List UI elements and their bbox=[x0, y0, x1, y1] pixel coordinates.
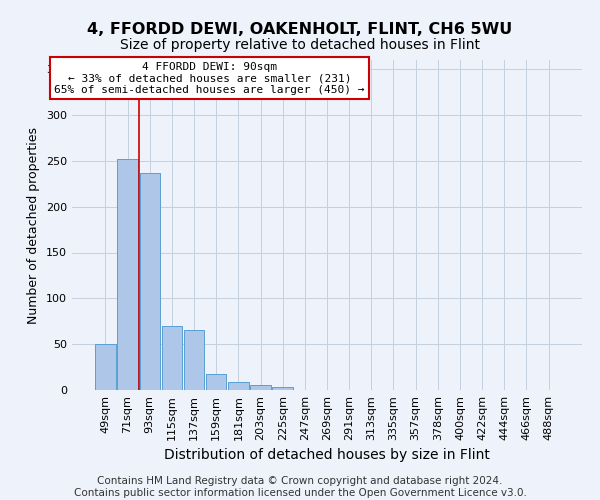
Text: Size of property relative to detached houses in Flint: Size of property relative to detached ho… bbox=[120, 38, 480, 52]
Text: 4 FFORDD DEWI: 90sqm
← 33% of detached houses are smaller (231)
65% of semi-deta: 4 FFORDD DEWI: 90sqm ← 33% of detached h… bbox=[55, 62, 365, 95]
Text: Contains HM Land Registry data © Crown copyright and database right 2024.
Contai: Contains HM Land Registry data © Crown c… bbox=[74, 476, 526, 498]
Y-axis label: Number of detached properties: Number of detached properties bbox=[28, 126, 40, 324]
Bar bbox=[95, 344, 116, 390]
Bar bbox=[161, 326, 182, 390]
Bar bbox=[140, 173, 160, 390]
Bar bbox=[184, 330, 204, 390]
Bar bbox=[206, 374, 226, 390]
Bar bbox=[118, 159, 138, 390]
Bar bbox=[272, 387, 293, 390]
X-axis label: Distribution of detached houses by size in Flint: Distribution of detached houses by size … bbox=[164, 448, 490, 462]
Text: 4, FFORDD DEWI, OAKENHOLT, FLINT, CH6 5WU: 4, FFORDD DEWI, OAKENHOLT, FLINT, CH6 5W… bbox=[88, 22, 512, 38]
Bar bbox=[228, 382, 248, 390]
Bar bbox=[250, 386, 271, 390]
